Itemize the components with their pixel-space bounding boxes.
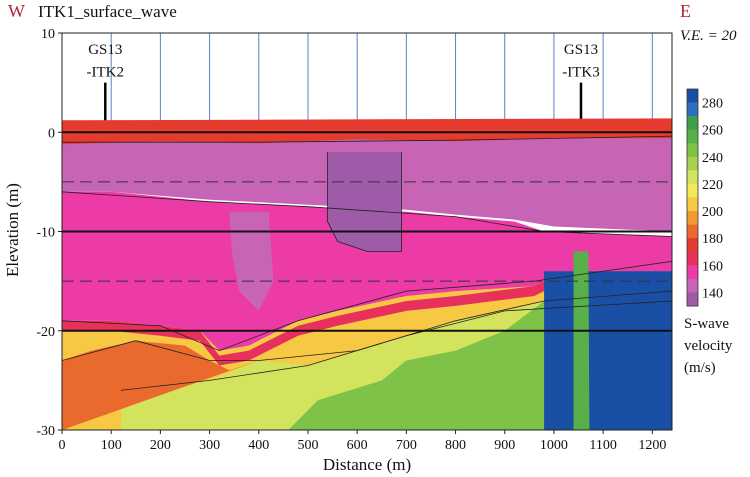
contour-line [62, 290, 672, 361]
velocity-band [544, 271, 672, 430]
colorbar-swatch [687, 211, 698, 225]
colorbar: 280 260 240 220 200 180 160 140 [686, 88, 723, 307]
x-tick-label: 700 [396, 438, 417, 453]
borehole-name: -ITK2 [87, 65, 125, 81]
x-axis-label: Distance (m) [323, 455, 411, 474]
x-tick-label: 200 [150, 438, 171, 453]
colorbar-tick-label: 200 [702, 205, 723, 220]
colorbar-tick-label: 220 [702, 178, 723, 193]
contour-line [120, 300, 672, 391]
borehole-group: GS13 -ITK2 GS13 -ITK3 [87, 42, 600, 128]
colorbar-swatch [687, 278, 698, 293]
y-tick-label: 10 [41, 27, 55, 42]
colorbar-swatch [687, 89, 698, 103]
colorbar-swatch [687, 170, 698, 185]
colorbar-swatch [687, 197, 698, 212]
x-tick-label: 0 [59, 438, 66, 453]
x-tick-label: 400 [248, 438, 269, 453]
colorbar-tick-label: 280 [702, 97, 723, 112]
x-tick-label: 900 [494, 438, 515, 453]
colorbar-tick-label: 160 [702, 259, 723, 274]
colorbar-swatch [687, 183, 698, 198]
colorbar-tick-label: 260 [702, 124, 723, 139]
x-tick-label: 500 [297, 438, 318, 453]
x-tick-label: 600 [347, 438, 368, 453]
colorbar-swatch [687, 224, 698, 239]
x-tick-label: 1100 [589, 438, 616, 453]
reference-lines [62, 131, 672, 332]
colorbar-tick-label: 140 [702, 286, 723, 301]
x-tick-label: 300 [199, 438, 220, 453]
x-tick-label: 100 [101, 438, 122, 453]
borehole-name: GS13 [564, 42, 598, 58]
colorbar-swatch [687, 292, 698, 307]
x-axis: 0 100 200 300 400 500 600 700 800 900 1000 1100 1200 [59, 430, 666, 453]
chart-title: ITK1_surface_wave [38, 2, 177, 21]
borehole-name: GS13 [88, 42, 122, 58]
colorbar-title-line: velocity [684, 338, 733, 354]
contour-line [62, 135, 672, 143]
borehole-name: -ITK3 [562, 65, 600, 81]
y-axis-label: Elevation (m) [3, 183, 22, 277]
y-tick-label: -20 [36, 325, 55, 340]
colorbar-tick-label: 180 [702, 232, 723, 247]
colorbar-title-line: S-wave [684, 316, 729, 332]
y-tick-label: -10 [36, 226, 55, 241]
colorbar-swatch [687, 156, 698, 171]
x-tick-label: 1200 [638, 438, 666, 453]
station-lines [110, 33, 653, 123]
velocity-band [62, 266, 672, 366]
colorbar-swatch [687, 102, 698, 117]
y-tick-label: 0 [48, 126, 55, 141]
y-tick-label: -30 [36, 424, 55, 439]
colorbar-swatch [687, 238, 698, 253]
velocity-band [573, 251, 590, 430]
plot-area: GS13 -ITK2 GS13 -ITK3 [62, 33, 672, 430]
contour-line [327, 152, 402, 252]
colorbar-swatch [687, 265, 698, 280]
colorbar-swatch [687, 116, 698, 130]
colorbar-title-line: (m/s) [684, 360, 716, 376]
west-marker: W [8, 1, 25, 21]
colorbar-swatch [687, 251, 698, 266]
x-tick-label: 1000 [540, 438, 568, 453]
vertical-exaggeration-note: V.E. = 20 [680, 28, 737, 44]
colorbar-frame [686, 88, 699, 307]
colorbar-tick-label: 240 [702, 151, 723, 166]
colorbar-label: S-wave velocity (m/s) [684, 316, 733, 376]
velocity-band [327, 152, 402, 252]
velocity-band [62, 340, 259, 430]
velocity-band [229, 211, 274, 311]
east-marker: E [680, 1, 691, 21]
x-tick-label: 800 [445, 438, 466, 453]
y-axis: 10 0 -10 -20 -30 [36, 27, 62, 439]
colorbar-swatch [687, 129, 698, 144]
colorbar-swatch [687, 143, 698, 158]
